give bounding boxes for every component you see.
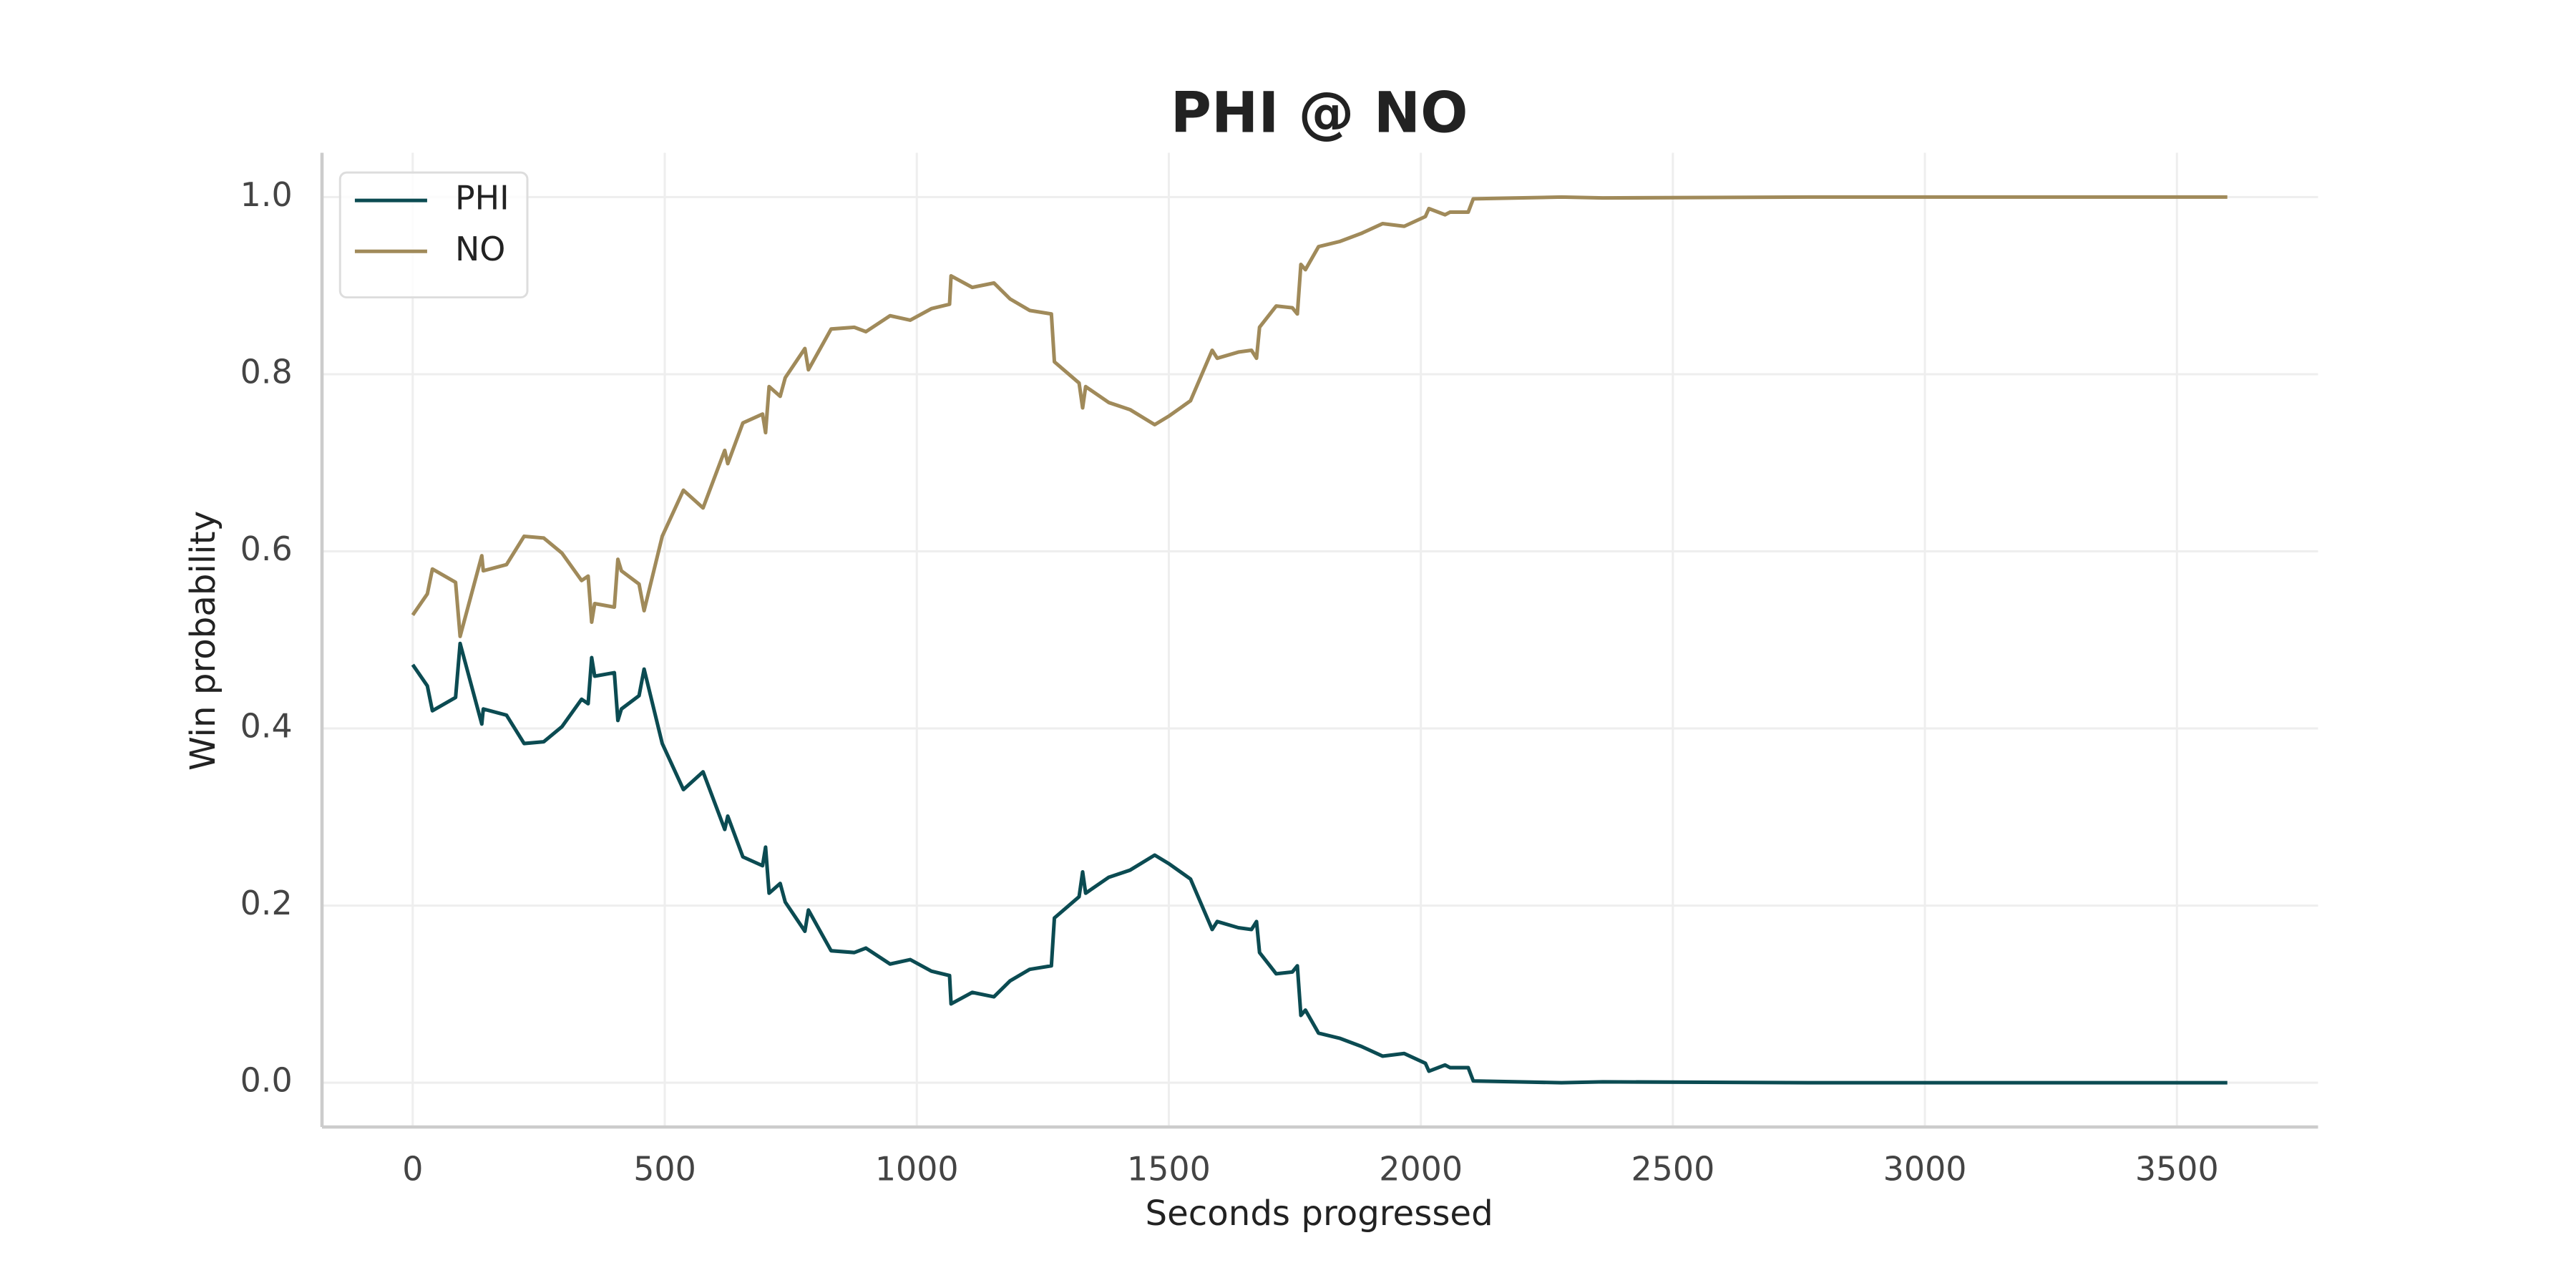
x-tick-label: 2000 (1379, 1149, 1463, 1188)
line-series (411, 641, 2228, 1085)
x-tick-label: 1000 (875, 1149, 959, 1188)
legend-box (338, 171, 529, 299)
y-tick-label: 0.2 (240, 884, 293, 922)
chart-title: PHI @ NO (1171, 81, 1468, 145)
line-series (411, 195, 2228, 638)
legend-label: PHI (455, 179, 509, 218)
y-axis-label: Win probability (183, 511, 223, 771)
x-tick-label: 3500 (2135, 1149, 2219, 1188)
x-tick-label: 1500 (1127, 1149, 1211, 1188)
x-tick-label: 500 (633, 1149, 696, 1188)
y-tick-label: 1.0 (240, 175, 293, 214)
x-tick-label: 2500 (1631, 1149, 1714, 1188)
legend-label: NO (455, 230, 505, 268)
y-tick-label: 0.6 (240, 530, 293, 568)
y-tick-label: 0.4 (240, 707, 293, 746)
y-tick-label: 0.0 (240, 1061, 293, 1100)
x-tick-label: 3000 (1883, 1149, 1967, 1188)
y-tick-label: 0.8 (240, 352, 293, 391)
x-tick-label: 0 (402, 1149, 423, 1188)
x-axis-label: Seconds progressed (1146, 1194, 1493, 1234)
